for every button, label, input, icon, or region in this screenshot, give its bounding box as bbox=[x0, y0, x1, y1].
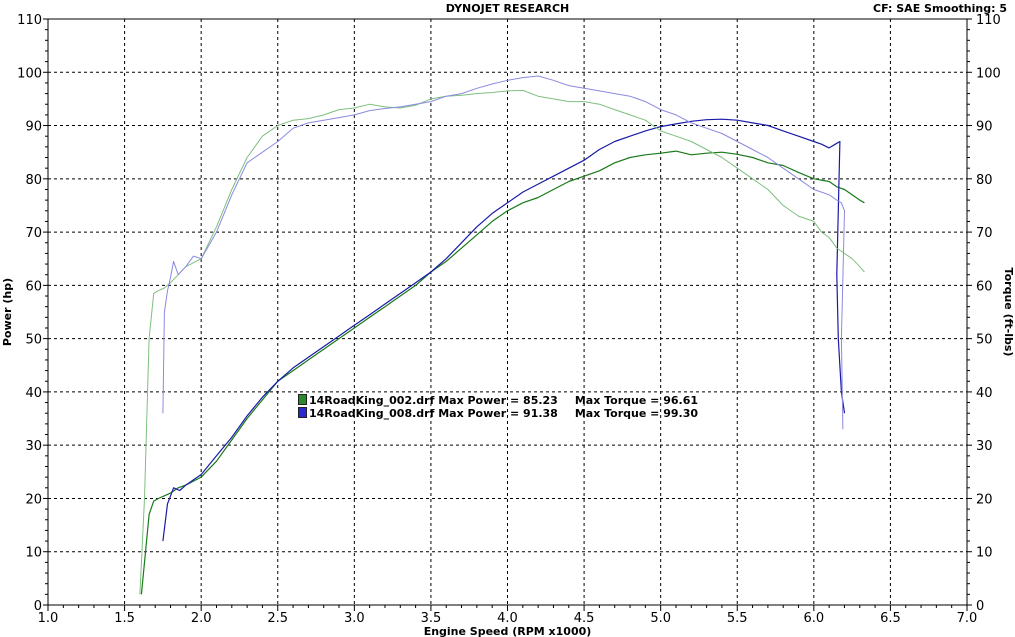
x-tick-label: 2.0 bbox=[191, 611, 212, 626]
legend-file-1: 14RoadKing_002.drf bbox=[309, 394, 435, 407]
chart-title: DYNOJET RESEARCH bbox=[445, 2, 570, 15]
legend-torque-2: Max Torque = 99.30 bbox=[574, 407, 698, 420]
y-tick-label-left: 60 bbox=[25, 279, 42, 294]
y-tick-label-right: 20 bbox=[976, 492, 993, 507]
y-tick-label-left: 50 bbox=[25, 333, 42, 348]
legend-power-1: Max Power = 85.23 bbox=[438, 394, 558, 407]
y-tick-label-right: 70 bbox=[976, 226, 993, 241]
y-tick-label-right: 0 bbox=[976, 599, 984, 614]
x-tick-label: 3.5 bbox=[421, 611, 442, 626]
x-tick-label: 6.5 bbox=[880, 611, 901, 626]
y-tick-label-left: 110 bbox=[17, 13, 42, 28]
legend-swatch-2 bbox=[298, 407, 307, 418]
x-tick-label: 3.0 bbox=[344, 611, 365, 626]
legend-file-2: 14RoadKing_008.drf bbox=[309, 407, 435, 420]
series-line-4 bbox=[162, 75, 845, 430]
y-tick-label-right: 80 bbox=[976, 173, 993, 188]
y-tick-label-left: 100 bbox=[17, 66, 42, 81]
legend-power-2: Max Power = 91.38 bbox=[438, 407, 558, 420]
y-tick-label-right: 50 bbox=[976, 333, 993, 348]
y-tick-label-right: 90 bbox=[976, 120, 993, 135]
y-tick-label-left: 70 bbox=[25, 226, 42, 241]
x-axis-label: Engine Speed (RPM x1000) bbox=[424, 625, 592, 637]
y-tick-label-left: 40 bbox=[25, 386, 42, 401]
series-line-2 bbox=[162, 118, 846, 542]
y-tick-label-left: 10 bbox=[25, 546, 42, 561]
y-tick-label-right: 30 bbox=[976, 439, 993, 454]
y-tick-label-left: 80 bbox=[25, 173, 42, 188]
x-tick-label: 4.0 bbox=[497, 611, 518, 626]
y-axis-label: Power (hp) bbox=[1, 278, 14, 346]
y-tick-label-left: 0 bbox=[34, 599, 42, 614]
y-tick-label-right: 60 bbox=[976, 279, 993, 294]
x-tick-label: 7.0 bbox=[957, 611, 978, 626]
y-tick-label-right: 40 bbox=[976, 386, 993, 401]
x-tick-label: 5.0 bbox=[650, 611, 671, 626]
legend-entry-1: 14RoadKing_002.drf Max Power = 85.23 Max … bbox=[298, 394, 698, 407]
legend-entry-2: 14RoadKing_008.drf Max Power = 91.38 Max … bbox=[298, 407, 698, 420]
correction-info: CF: SAE Smoothing: 5 bbox=[873, 2, 1007, 15]
x-tick-label: 4.5 bbox=[574, 611, 595, 626]
y2-axis-label: Torque (ft-lbs) bbox=[1002, 268, 1015, 357]
legend-torque-1: Max Torque = 96.61 bbox=[574, 394, 698, 407]
x-tick-label: 1.0 bbox=[38, 611, 59, 626]
y-tick-label-left: 20 bbox=[25, 492, 42, 507]
legend-swatch-1 bbox=[298, 394, 307, 405]
y-tick-label-left: 30 bbox=[25, 439, 42, 454]
series-line-3 bbox=[139, 89, 865, 595]
y-tick-label-left: 90 bbox=[25, 120, 42, 135]
x-tick-label: 6.0 bbox=[803, 611, 824, 626]
x-tick-label: 5.5 bbox=[727, 611, 748, 626]
series-line-1 bbox=[140, 150, 865, 595]
x-tick-label: 1.5 bbox=[114, 611, 135, 626]
y-tick-label-right: 10 bbox=[976, 546, 993, 561]
y-tick-label-right: 100 bbox=[976, 66, 1001, 81]
y-tick-label-right: 110 bbox=[976, 13, 1001, 28]
x-tick-label: 2.5 bbox=[267, 611, 288, 626]
